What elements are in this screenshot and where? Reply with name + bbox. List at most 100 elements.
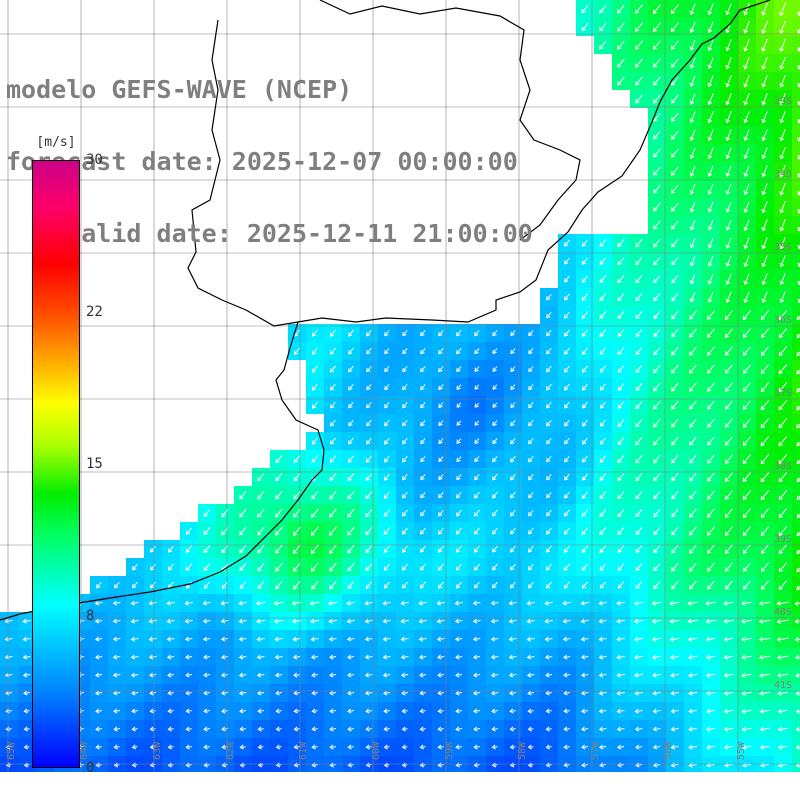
- wind-arrow: [599, 22, 607, 32]
- wind-arrow: [794, 636, 800, 642]
- wind-arrow: [707, 220, 714, 231]
- wind-arrow: [617, 239, 625, 248]
- wind-arrow: [418, 600, 427, 606]
- wind-arrow: [671, 238, 679, 248]
- wind-arrow: [528, 473, 534, 481]
- wind-arrow: [689, 183, 696, 195]
- wind-arrow: [689, 454, 697, 464]
- wind-cell: [792, 162, 800, 180]
- wind-arrow: [778, 364, 788, 375]
- wind-arrow: [635, 311, 643, 320]
- wind-arrow: [311, 672, 318, 678]
- wind-arrow: [347, 654, 355, 660]
- wind-arrow: [797, 172, 800, 178]
- wind-arrow: [689, 310, 697, 320]
- wind-arrow: [420, 348, 426, 355]
- latitude-label: 36S: [774, 315, 792, 326]
- wind-arrow: [510, 527, 516, 535]
- wind-arrow: [510, 563, 516, 571]
- wind-arrow: [257, 562, 265, 572]
- longitude-label: 64W: [79, 741, 90, 760]
- wind-arrow: [472, 600, 481, 606]
- wind-arrow: [492, 438, 498, 445]
- wind-arrow: [238, 672, 247, 678]
- wind-arrow: [688, 708, 697, 714]
- wind-arrow: [581, 545, 589, 554]
- wind-arrow: [671, 166, 679, 176]
- wind-arrow: [689, 580, 697, 590]
- wind-arrow: [438, 492, 444, 499]
- wind-cell: [792, 342, 800, 360]
- wind-arrow: [365, 455, 372, 463]
- wind-arrow: [653, 545, 661, 554]
- wind-arrow: [758, 600, 771, 606]
- wind-arrow: [796, 567, 800, 573]
- wind-arrow: [581, 329, 589, 337]
- latitude-label: 34S: [774, 169, 792, 180]
- wind-arrow: [203, 726, 210, 732]
- wind-arrow: [383, 509, 391, 517]
- wind-arrow: [437, 726, 444, 732]
- wind-arrow: [509, 762, 516, 768]
- wind-arrow: [454, 636, 463, 642]
- wind-arrow: [707, 183, 714, 195]
- wind-arrow: [384, 401, 390, 409]
- wind-arrow: [310, 636, 319, 642]
- wind-arrow: [366, 329, 372, 337]
- wind-arrow: [545, 690, 552, 696]
- wind-arrow: [760, 328, 769, 338]
- wind-arrow: [526, 600, 535, 606]
- wind-arrow: [419, 744, 426, 750]
- wind-arrow: [257, 472, 265, 482]
- map-area[interactable]: 33S 34S 35S 36S 37S 38S 39S 40S 41S 65W 64W 63W 62W 6…: [0, 0, 800, 772]
- wind-arrow: [420, 474, 426, 481]
- wind-arrow: [203, 690, 210, 696]
- wind-arrow: [653, 275, 661, 284]
- legend-unit-label: [m/s]: [32, 133, 80, 153]
- wind-arrow: [528, 348, 534, 355]
- wind-arrow: [418, 654, 427, 660]
- wind-arrow: [384, 455, 390, 463]
- wind-arrow: [149, 744, 156, 750]
- wind-arrow: [599, 419, 606, 427]
- wind-arrow: [420, 402, 426, 409]
- wind-arrow: [689, 382, 697, 392]
- wind-arrow: [669, 618, 680, 624]
- wind-arrow: [779, 129, 786, 142]
- wind-arrow: [598, 618, 607, 624]
- wind-arrow: [653, 418, 661, 428]
- wind-arrow: [580, 636, 589, 642]
- wind-arrow: [742, 508, 751, 519]
- wind-arrow: [779, 165, 786, 178]
- wind-arrow: [455, 744, 462, 750]
- wind-arrow: [741, 600, 753, 606]
- wind-arrow: [707, 472, 715, 482]
- wind-arrow: [760, 400, 770, 411]
- wind-cell: [792, 522, 800, 540]
- wind-cell: [792, 450, 800, 468]
- wind-arrow: [383, 690, 391, 696]
- wind-arrow: [474, 456, 480, 463]
- wind-arrow: [365, 708, 373, 714]
- wind-arrow: [707, 273, 714, 285]
- wind-arrow: [706, 310, 715, 320]
- wind-arrow: [635, 76, 643, 86]
- wind-arrow: [329, 544, 337, 554]
- wind-arrow: [472, 618, 481, 624]
- wind-cell: [792, 666, 800, 684]
- wind-arrow: [653, 220, 661, 230]
- wind-arrow: [723, 618, 734, 624]
- wind-arrow: [741, 690, 752, 696]
- wind-arrow: [634, 40, 643, 50]
- wind-speed-map[interactable]: 33S 34S 35S 36S 37S 38S 39S 40S 41S 65W 64W 63W 62W 6…: [0, 0, 800, 772]
- wind-arrow: [492, 420, 498, 427]
- wind-arrow: [166, 600, 175, 606]
- wind-arrow: [509, 744, 516, 750]
- wind-arrow: [365, 726, 372, 732]
- wind-arrow: [492, 366, 498, 372]
- wind-arrow: [293, 347, 300, 355]
- coastline-bay: [319, 0, 581, 241]
- wind-arrow: [778, 454, 788, 465]
- wind-arrow: [528, 491, 534, 499]
- wind-arrow: [365, 762, 372, 768]
